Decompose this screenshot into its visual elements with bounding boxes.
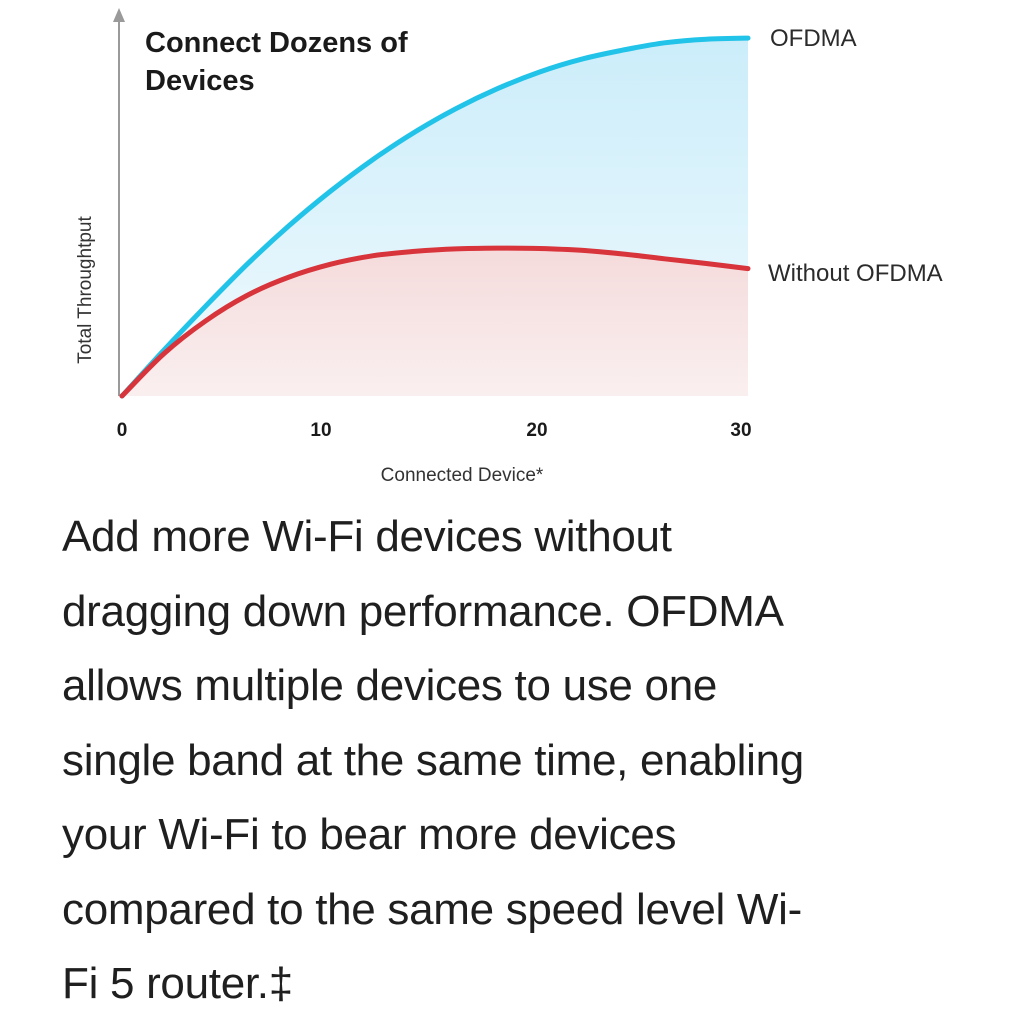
series-line-without-ofdma <box>119 245 751 399</box>
description-line: your Wi-Fi to bear more devices <box>62 810 677 859</box>
chart-title-line: Devices <box>145 65 255 97</box>
description-line: allows multiple devices to use one <box>62 661 718 710</box>
x-tick-label: 20 <box>526 420 548 441</box>
chart-title-line: Connect Dozens of <box>145 27 408 59</box>
x-tick-label: 10 <box>310 420 332 441</box>
x-tick-label: 0 <box>116 420 128 441</box>
area-fill-without-ofdma <box>122 248 748 396</box>
description-line: Fi 5 router.‡ <box>62 959 293 1008</box>
description-line: single band at the same time, enabling <box>62 735 804 785</box>
y-axis-label: Total Throughtput <box>75 216 96 364</box>
series-label-ofdma: OFDMA <box>770 25 857 52</box>
x-tick-label: 30 <box>730 420 752 441</box>
series-line-ofdma <box>119 35 751 399</box>
description-line: Add more Wi-Fi devices without <box>62 512 672 561</box>
description-line: compared to the same speed level Wi- <box>62 884 802 934</box>
series-label-without-ofdma: Without OFDMA <box>768 260 943 287</box>
throughput-chart: Connect Dozens of Devices OFDMA Without … <box>0 0 1024 500</box>
x-axis-label: Connected Device* <box>380 465 544 486</box>
description-line: dragging down performance. OFDMA <box>62 586 784 636</box>
chart-canvas <box>113 8 751 399</box>
description-text: Add more Wi-Fi devices without dragging … <box>62 500 962 1022</box>
chart-title: Connect Dozens of Devices <box>145 24 408 100</box>
y-axis-arrow-icon <box>113 8 125 22</box>
